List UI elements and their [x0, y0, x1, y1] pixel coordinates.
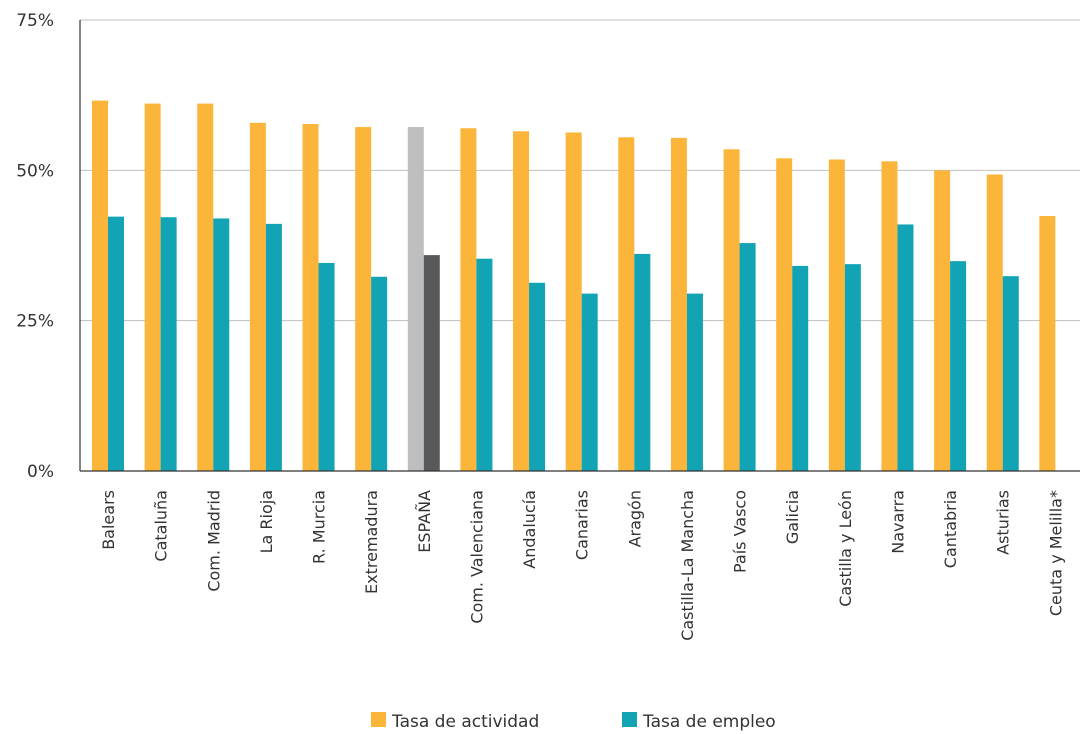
x-category-label: Com. Valenciana — [467, 490, 486, 624]
y-tick-label: 50% — [16, 161, 54, 181]
bar-empleo — [950, 261, 967, 471]
bar-empleo — [423, 255, 440, 471]
bar-actividad — [828, 159, 845, 471]
bar-empleo — [897, 224, 914, 471]
bar-actividad — [460, 128, 477, 472]
bar-actividad — [302, 124, 319, 471]
bar-actividad — [355, 127, 372, 472]
x-category-label: ESPAÑA — [415, 490, 434, 553]
x-category-label: Com. Madrid — [204, 490, 223, 592]
x-category-label: Galicia — [783, 490, 802, 544]
bar-empleo — [160, 217, 177, 471]
x-category-label: Cantabria — [941, 490, 960, 568]
bar-actividad — [1039, 216, 1056, 471]
bar-empleo — [844, 264, 861, 471]
x-category-label: R. Murcia — [310, 490, 329, 564]
bar-actividad — [986, 174, 1003, 471]
bar-actividad — [407, 127, 424, 472]
x-category-label: Canarias — [573, 490, 592, 560]
bar-actividad — [618, 137, 635, 471]
legend: Tasa de actividad Tasa de empleo — [371, 712, 776, 732]
axes — [79, 20, 1080, 472]
y-tick-label: 0% — [27, 462, 54, 482]
bar-actividad — [92, 100, 108, 471]
x-category-label: Extremadura — [362, 490, 381, 594]
bar-actividad — [723, 149, 740, 471]
bar-actividad — [513, 131, 530, 471]
bar-empleo — [581, 293, 598, 471]
bar-empleo — [108, 216, 124, 471]
bar-empleo — [476, 258, 493, 471]
x-category-label: País Vasco — [731, 490, 750, 573]
bar-actividad — [249, 122, 266, 471]
bar-empleo — [739, 243, 756, 471]
y-tick-label: 75% — [16, 11, 54, 31]
bar-actividad — [776, 158, 793, 471]
x-category-label: Aragón — [625, 490, 644, 547]
bar-empleo — [634, 253, 651, 471]
bar-actividad — [565, 132, 582, 471]
bar-empleo — [792, 265, 809, 471]
bar-empleo — [686, 293, 703, 471]
x-category-label: Navarra — [888, 490, 907, 554]
x-category-label: La Rioja — [257, 490, 276, 553]
x-category-label: Castilla-La Mancha — [678, 490, 697, 641]
legend-label: Tasa de actividad — [391, 712, 539, 732]
bar-empleo — [265, 223, 282, 471]
bars — [92, 100, 1056, 472]
x-category-label: Cataluña — [152, 490, 171, 562]
bar-actividad — [197, 103, 214, 472]
x-category-labels: Balears Cataluña Com. Madrid La Rioja R. Mur… — [99, 490, 1065, 641]
bar-actividad — [881, 161, 898, 471]
bar-empleo — [318, 262, 335, 471]
y-tick-label: 25% — [16, 312, 54, 332]
legend-swatch — [622, 712, 637, 727]
x-category-label: Castilla y León — [836, 490, 855, 607]
bar-empleo — [1002, 276, 1019, 471]
bar-actividad — [144, 103, 161, 472]
legend-label: Tasa de empleo — [642, 712, 776, 732]
x-category-label: Asturias — [994, 490, 1013, 555]
legend-swatch — [371, 712, 386, 727]
y-tick-labels: 0% 25% 50% 75% — [16, 11, 54, 482]
bar-empleo — [529, 282, 546, 471]
bar-empleo — [371, 276, 388, 471]
bar-actividad — [670, 137, 687, 471]
x-category-label: Ceuta y Melilla* — [1046, 490, 1065, 616]
x-category-label: Andalucía — [520, 490, 539, 569]
x-category-label: Balears — [99, 490, 118, 550]
bar-empleo — [213, 218, 230, 471]
bar-actividad — [934, 170, 951, 472]
